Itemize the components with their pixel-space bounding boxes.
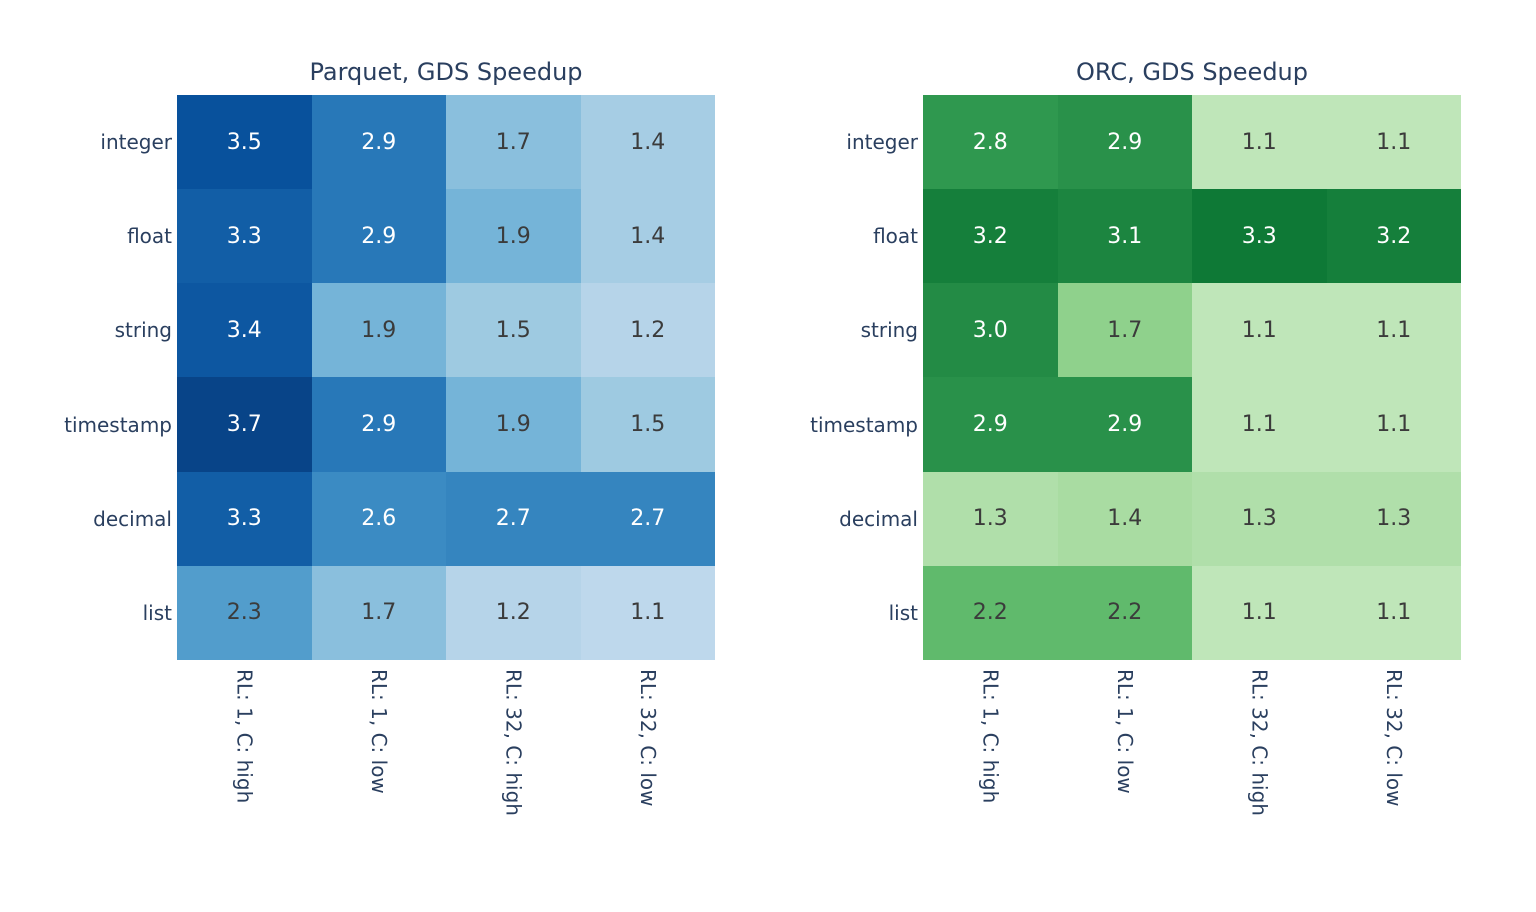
- heatmap-cell: 1.1: [1326, 95, 1461, 190]
- y-tick-label: integer: [846, 130, 918, 155]
- y-tick-label: list: [888, 600, 918, 625]
- x-tick-label: RL: 1, C: high: [978, 669, 1003, 804]
- y-tick-label: decimal: [839, 506, 918, 531]
- y-tick-label: timestamp: [810, 412, 918, 437]
- heatmap-cell: 2.9: [1057, 377, 1192, 472]
- heatmap-cell: 1.2: [446, 565, 581, 660]
- heatmap-cell: 1.1: [1192, 377, 1327, 472]
- x-tick-label: RL: 32, C: high: [501, 669, 526, 816]
- parquet-heatmap-plot: Parquet, GDS Speedup integer float string t…: [0, 58, 715, 816]
- heatmap-cell: 3.1: [1057, 189, 1192, 284]
- heatmap-cell: 3.3: [1192, 189, 1327, 284]
- heatmap-cell: 2.2: [1057, 565, 1192, 660]
- x-tick-label: RL: 1, C: low: [366, 669, 391, 794]
- y-tick-label: string: [114, 318, 172, 343]
- x-tick-label: RL: 32, C: low: [1381, 669, 1406, 807]
- heatmap-cell: 3.4: [177, 283, 312, 378]
- heatmap-cell: 2.8: [923, 95, 1058, 190]
- orc-y-axis-labels: integer float string timestamp decimal list: [768, 95, 918, 660]
- heatmap-cell: 3.2: [1326, 189, 1461, 284]
- heatmap-cell: 3.2: [923, 189, 1058, 284]
- heatmap-cell: 2.3: [177, 565, 312, 660]
- heatmap-cell: 1.1: [1326, 283, 1461, 378]
- x-tick-label: RL: 1, C: high: [232, 669, 257, 804]
- heatmap-cell: 2.9: [311, 377, 446, 472]
- heatmap-cell: 2.6: [311, 471, 446, 566]
- heatmap-cell: 1.1: [1326, 565, 1461, 660]
- heatmap-cell: 1.1: [580, 565, 715, 660]
- heatmap-cell: 1.9: [446, 377, 581, 472]
- heatmap-cell: 3.5: [177, 95, 312, 190]
- heatmap-cell: 1.3: [1192, 471, 1327, 566]
- heatmap-cell: 1.4: [580, 95, 715, 190]
- heatmap-cell: 2.7: [580, 471, 715, 566]
- heatmap-cell: 1.9: [311, 283, 446, 378]
- heatmap-cell: 1.7: [1057, 283, 1192, 378]
- heatmap-cell: 1.3: [923, 471, 1058, 566]
- heatmap-cell: 1.9: [446, 189, 581, 284]
- heatmap-cell: 2.2: [923, 565, 1058, 660]
- y-tick-label: timestamp: [64, 412, 172, 437]
- y-tick-label: integer: [100, 130, 172, 155]
- heatmap-cell: 1.7: [446, 95, 581, 190]
- heatmap-cell: 1.1: [1192, 283, 1327, 378]
- heatmap-cell: 1.2: [580, 283, 715, 378]
- heatmap-cell: 1.1: [1192, 565, 1327, 660]
- parquet-x-axis-labels: RL: 1, C: high RL: 1, C: low RL: 32, C: hi…: [177, 669, 715, 816]
- parquet-heatmap-grid: 3.5 2.9 1.7 1.4 3.3 2.9 1.9 1.4 3.4 1.9 1.5 1.2 3.7 2…: [177, 95, 715, 660]
- y-tick-label: string: [860, 318, 918, 343]
- heatmap-cell: 3.3: [177, 189, 312, 284]
- heatmap-cell: 1.1: [1326, 377, 1461, 472]
- orc-heatmap-plot: ORC, GDS Speedup integer float string times…: [768, 0, 1536, 912]
- x-tick-label: RL: 1, C: low: [1112, 669, 1137, 794]
- parquet-y-axis-labels: integer float string timestamp decimal list: [0, 95, 172, 660]
- heatmap-cell: 2.9: [1057, 95, 1192, 190]
- y-tick-label: float: [873, 224, 918, 249]
- heatmap-cell: 1.5: [580, 377, 715, 472]
- heatmap-cell: 1.7: [311, 565, 446, 660]
- heatmap-cell: 1.5: [446, 283, 581, 378]
- orc-heatmap-grid: 2.8 2.9 1.1 1.1 3.2 3.1 3.3 3.2 3.0 1.7 1.1 1.1 2.9 2…: [923, 95, 1461, 660]
- heatmap-cell: 2.9: [311, 95, 446, 190]
- heatmap-cell: 1.3: [1326, 471, 1461, 566]
- x-tick-label: RL: 32, C: high: [1247, 669, 1272, 816]
- parquet-plot-title: Parquet, GDS Speedup: [309, 58, 583, 86]
- x-tick-label: RL: 32, C: low: [635, 669, 660, 807]
- heatmap-cell: 2.7: [446, 471, 581, 566]
- y-tick-label: decimal: [93, 506, 172, 531]
- heatmap-cell: 1.4: [580, 189, 715, 284]
- heatmap-cell: 2.9: [311, 189, 446, 284]
- orc-x-axis-labels: RL: 1, C: high RL: 1, C: low RL: 32, C: hi…: [923, 669, 1461, 816]
- orc-plot-title: ORC, GDS Speedup: [1075, 58, 1308, 86]
- heatmap-cell: 3.0: [923, 283, 1058, 378]
- heatmap-cell: 1.4: [1057, 471, 1192, 566]
- y-tick-label: float: [127, 224, 172, 249]
- heatmap-cell: 3.7: [177, 377, 312, 472]
- heatmap-cell: 2.9: [923, 377, 1058, 472]
- y-tick-label: list: [142, 600, 172, 625]
- heatmap-cell: 1.1: [1192, 95, 1327, 190]
- heatmap-cell: 3.3: [177, 471, 312, 566]
